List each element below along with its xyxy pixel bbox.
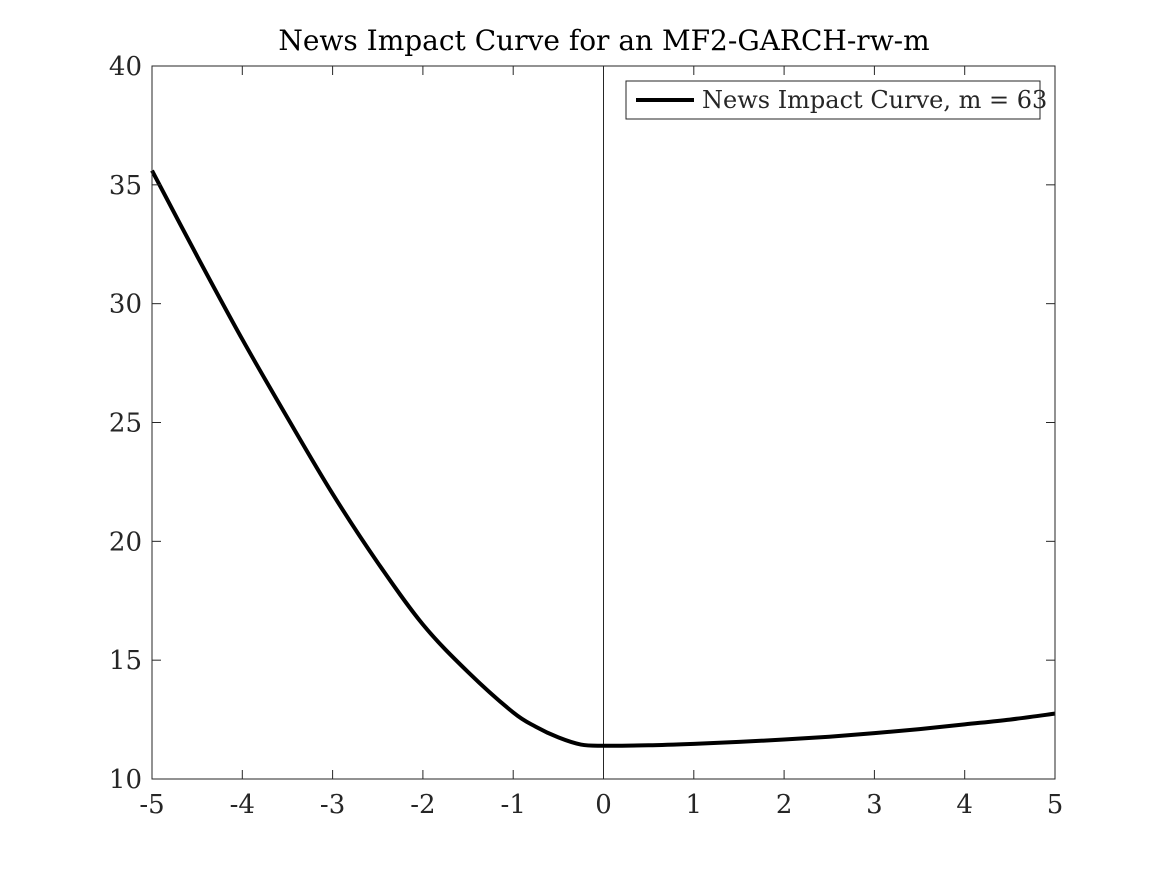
y-tick-label: 20 <box>109 527 142 557</box>
y-tick-label: 40 <box>109 52 142 82</box>
chart-title: News Impact Curve for an MF2-GARCH-rw-m <box>278 24 929 57</box>
legend-label: News Impact Curve, m = 63 <box>702 86 1047 114</box>
series-group <box>150 169 1056 748</box>
x-tick-label: -3 <box>320 790 345 820</box>
y-tick-label: 15 <box>109 646 142 676</box>
legend[interactable]: News Impact Curve, m = 63 <box>625 80 1047 120</box>
series-line-0 <box>150 169 1056 748</box>
x-tick-label: -4 <box>230 790 255 820</box>
axes-box <box>151 65 1056 780</box>
x-tick-label: 5 <box>1047 790 1064 820</box>
y-tick-label: 35 <box>109 171 142 201</box>
x-tick-label: -1 <box>501 790 526 820</box>
x-tick-label: 2 <box>776 790 793 820</box>
legend-box <box>625 80 1041 120</box>
x-tick-label: 4 <box>956 790 973 820</box>
x-tick-label: -2 <box>410 790 435 820</box>
x-tick-label: 3 <box>866 790 883 820</box>
y-tick-label: 30 <box>109 290 142 320</box>
x-tick-label: 1 <box>686 790 703 820</box>
y-tick-label: 10 <box>109 765 142 795</box>
x-tick-label: 0 <box>595 790 612 820</box>
x-tick-label: -5 <box>139 790 164 820</box>
ticks: -5 -4 -3 -2 -1 0 1 2 3 4 5 10 15 20 25 30 35 40 <box>109 52 1063 820</box>
y-tick-label: 25 <box>109 409 142 439</box>
